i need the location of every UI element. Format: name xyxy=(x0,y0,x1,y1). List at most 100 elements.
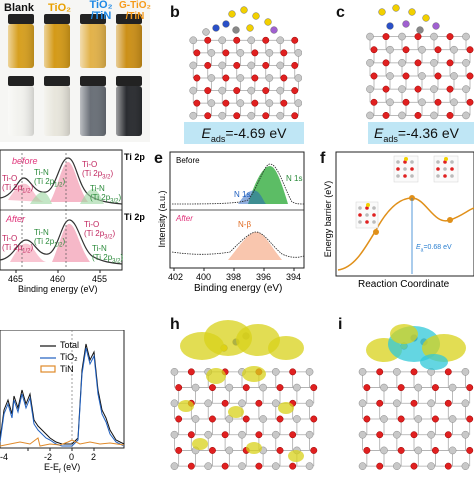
ti-atom xyxy=(271,462,280,470)
g-legend-tin: TiN xyxy=(60,364,74,374)
adsorbate-atom xyxy=(378,8,386,16)
inset-atom xyxy=(410,174,414,178)
d-peak-tio-1-name: Ti-O xyxy=(2,174,18,183)
o-atom xyxy=(233,112,241,120)
panel-label-c: c xyxy=(336,4,345,21)
e-tick-394: 394 xyxy=(286,272,302,282)
ti-atom xyxy=(358,368,367,376)
ti-atom xyxy=(427,430,435,439)
o-atom xyxy=(262,36,270,44)
adsorbate-atom xyxy=(422,14,430,22)
ti-atom xyxy=(265,49,274,57)
ti-atom xyxy=(247,111,256,120)
o-atom xyxy=(434,46,442,54)
ti-atom xyxy=(427,399,435,408)
ti-atom xyxy=(462,59,470,67)
ti-atom xyxy=(427,462,435,470)
ti-atom xyxy=(276,111,285,120)
o-atom xyxy=(397,446,405,454)
o-atom xyxy=(222,49,230,57)
inset-atom xyxy=(358,206,362,210)
ti-atom xyxy=(259,383,267,392)
o-atom xyxy=(434,72,442,80)
ti-atom xyxy=(207,74,216,82)
o-atom xyxy=(382,59,390,67)
d-peak-tin-1-orbital: (Ti 2p xyxy=(34,177,55,186)
d-after-tio-2-sub: 3/2 xyxy=(104,234,113,241)
f-ea-label: Ea=0.68 eV xyxy=(416,244,452,253)
ti-atom xyxy=(265,99,274,107)
o-atom xyxy=(204,112,212,120)
ti-atom xyxy=(430,111,438,120)
e-ylabel: Intensity (a.u.) xyxy=(157,190,167,248)
vial-cap-bottom xyxy=(44,76,70,86)
d-after-tio-1-sub: 1/2 xyxy=(22,248,31,255)
ti-atom xyxy=(430,85,438,93)
o-atom xyxy=(175,384,183,392)
ti-atom xyxy=(462,85,470,93)
inset-atom xyxy=(410,160,414,164)
o-atom xyxy=(251,99,259,107)
ti-atom xyxy=(386,98,394,107)
ti-atom xyxy=(170,430,179,439)
ti-atom xyxy=(189,86,198,95)
o-atom xyxy=(410,431,418,439)
o-atom xyxy=(466,446,474,454)
d-peak-tio-2-name: Ti-O xyxy=(82,160,98,169)
panel-f-plot: Ea=0.68 eV Reaction Coordinate xyxy=(334,150,474,294)
d-after-tio-2-name: Ti-O xyxy=(84,220,100,229)
o-atom xyxy=(414,111,422,119)
o-atom xyxy=(208,384,216,392)
ti-atom xyxy=(293,383,301,392)
e-tick-400: 400 xyxy=(196,272,212,282)
panel-label-e: e xyxy=(154,150,163,167)
ti-atom xyxy=(448,415,457,423)
d-after-tin-2-orbital: (Ti 2p xyxy=(92,253,113,262)
adsorbate-atom xyxy=(386,22,394,30)
ti-atom xyxy=(218,86,227,95)
ti-atom xyxy=(225,383,234,392)
ti-atom xyxy=(189,111,198,120)
ti-atom xyxy=(386,72,394,80)
vial-cap-bottom xyxy=(80,76,106,86)
o-atom xyxy=(466,46,474,54)
ti-atom xyxy=(430,32,438,41)
d-after-label-tin-1: Ti-N (Ti 2p1/2) xyxy=(34,228,66,249)
ti-atom xyxy=(462,32,470,41)
vial-top-glass xyxy=(80,24,106,68)
o-atom xyxy=(280,49,288,57)
ti-atom xyxy=(448,446,457,455)
o-atom xyxy=(410,368,418,376)
o-atom xyxy=(276,415,284,423)
g-tick-0: 0 xyxy=(69,452,75,462)
panel-i-structure xyxy=(354,316,474,474)
adsorbate-atom xyxy=(264,18,272,26)
ti-atom xyxy=(271,430,280,439)
o-atom xyxy=(376,399,384,407)
d-peak-label-tin-2: Ti-N (Ti 2p3/2) xyxy=(90,184,122,205)
ti-atom xyxy=(207,49,216,57)
ti-atom xyxy=(236,74,245,82)
ti-atom xyxy=(366,85,374,93)
vial-cap-top xyxy=(44,14,70,24)
d-tick-455: 455 xyxy=(92,274,108,284)
o-atom xyxy=(187,462,195,470)
inset-atom xyxy=(396,174,400,178)
ti-atom xyxy=(276,36,285,45)
o-atom xyxy=(221,431,229,439)
f-ea-value: =0.68 eV xyxy=(423,244,452,251)
adsorbate-atom xyxy=(212,24,220,32)
o-atom xyxy=(262,87,270,95)
ti-atom xyxy=(238,462,246,470)
o-atom xyxy=(382,111,390,119)
ti-atom xyxy=(418,98,426,107)
o-atom xyxy=(208,415,216,423)
e-tick-396: 396 xyxy=(256,272,272,282)
ti-atom xyxy=(461,399,470,408)
o-atom xyxy=(262,112,270,120)
ti-atom xyxy=(393,462,401,470)
o-atom xyxy=(208,446,216,454)
ti-atom xyxy=(366,111,374,120)
ti-atom xyxy=(414,446,423,455)
vial-cap-bottom xyxy=(116,76,142,86)
